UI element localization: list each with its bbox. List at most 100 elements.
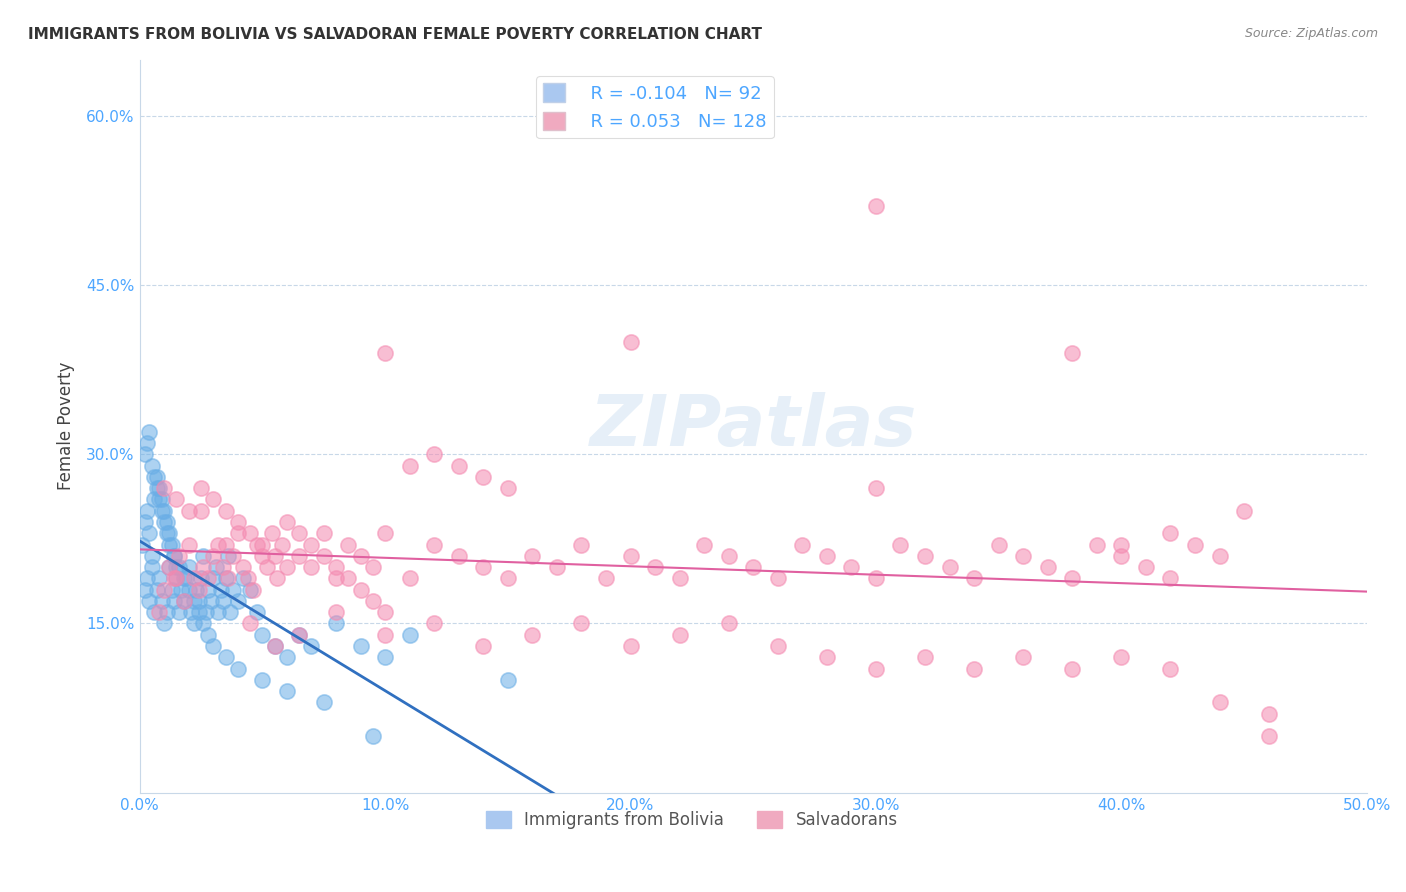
Point (668, 571, 690, 585)
Point (202, 639, 225, 653)
Point (276, 560, 298, 574)
Point (166, 560, 188, 574)
Point (160, 537, 183, 551)
Point (766, 571, 789, 585)
Point (252, 537, 274, 551)
Point (963, 662, 986, 676)
Point (312, 526, 335, 541)
Point (841, 560, 863, 574)
Point (202, 571, 225, 585)
Point (146, 582, 169, 597)
Point (325, 560, 347, 574)
Point (187, 582, 209, 597)
Point (173, 571, 195, 585)
Point (361, 729, 384, 743)
Point (157, 560, 180, 574)
Point (1257, 706, 1279, 721)
Point (349, 639, 371, 653)
Point (312, 549, 335, 563)
Point (252, 628, 274, 642)
Point (865, 481, 887, 495)
Point (212, 594, 235, 608)
Point (157, 537, 180, 551)
Point (177, 560, 200, 574)
Point (644, 560, 666, 574)
Point (177, 504, 200, 518)
Point (815, 549, 838, 563)
Point (571, 616, 593, 631)
Point (150, 504, 173, 518)
Point (193, 549, 215, 563)
Point (138, 526, 160, 541)
Point (337, 571, 360, 585)
Point (1135, 560, 1157, 574)
Point (1012, 549, 1035, 563)
Point (938, 560, 960, 574)
Point (1257, 729, 1279, 743)
Point (1062, 662, 1084, 676)
Point (398, 458, 420, 473)
Point (190, 571, 212, 585)
Point (1036, 560, 1059, 574)
Point (202, 549, 225, 563)
Point (134, 582, 156, 597)
Point (447, 458, 470, 473)
Point (143, 470, 166, 484)
Point (242, 582, 264, 597)
Point (226, 662, 249, 676)
Point (239, 616, 262, 631)
Point (276, 650, 298, 665)
Point (190, 504, 212, 518)
Point (150, 492, 173, 507)
Point (138, 425, 160, 439)
Point (166, 571, 188, 585)
Point (217, 571, 239, 585)
Point (173, 594, 195, 608)
Point (183, 616, 205, 631)
Point (472, 560, 495, 574)
Point (398, 628, 420, 642)
Point (301, 537, 323, 551)
Point (1159, 526, 1181, 541)
Point (146, 470, 169, 484)
Point (914, 549, 936, 563)
Point (190, 481, 212, 495)
Point (496, 571, 519, 585)
Text: ZIPatlas: ZIPatlas (589, 392, 917, 460)
Point (865, 199, 887, 213)
Point (288, 628, 311, 642)
Point (141, 549, 163, 563)
Point (157, 526, 180, 541)
Point (271, 537, 294, 551)
Point (963, 571, 986, 585)
Point (184, 582, 207, 597)
Point (193, 616, 215, 631)
Point (301, 639, 323, 653)
Point (170, 582, 193, 597)
Point (1159, 662, 1181, 676)
Point (374, 628, 396, 642)
Point (236, 571, 259, 585)
Point (252, 673, 274, 687)
Point (693, 537, 716, 551)
Point (183, 571, 205, 585)
Point (193, 560, 215, 574)
Point (153, 582, 176, 597)
Point (138, 594, 160, 608)
Point (522, 628, 544, 642)
Point (163, 571, 186, 585)
Point (1012, 650, 1035, 665)
Point (148, 481, 170, 495)
Point (668, 628, 690, 642)
Point (522, 549, 544, 563)
Text: Source: ZipAtlas.com: Source: ZipAtlas.com (1244, 27, 1378, 40)
Point (496, 673, 519, 687)
Point (156, 515, 179, 529)
Point (134, 447, 156, 461)
Point (312, 695, 335, 709)
Legend: Immigrants from Bolivia, Salvadorans: Immigrants from Bolivia, Salvadorans (479, 804, 904, 836)
Point (571, 537, 593, 551)
Point (153, 481, 176, 495)
Point (232, 560, 254, 574)
Point (153, 515, 176, 529)
